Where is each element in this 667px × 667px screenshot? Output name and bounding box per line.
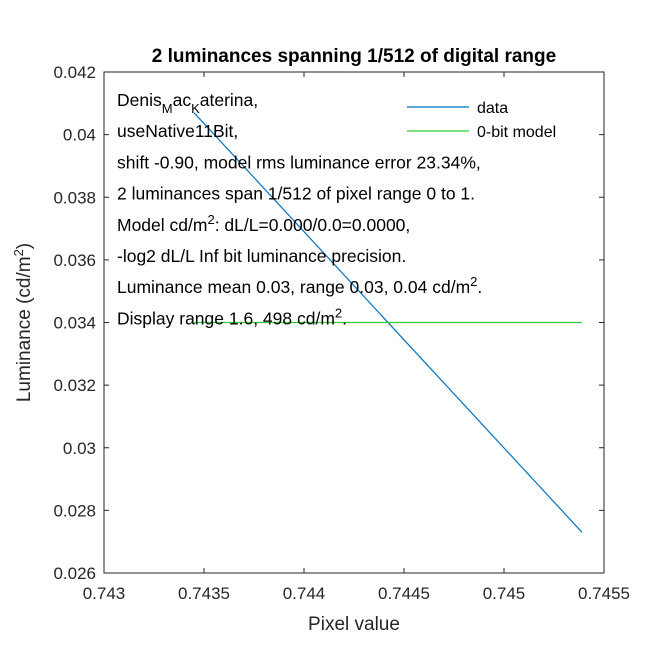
y-tick-label: 0.04 [63, 126, 96, 145]
annotation-segment: 2 [335, 305, 342, 320]
y-tick-label: 0.034 [53, 314, 96, 333]
annotation-segment: : dL/L=0.000/0.0=0.0000, [215, 215, 411, 235]
annotation-segment: 2 luminances span 1/512 of pixel range 0… [117, 184, 475, 204]
y-tick-label: 0.028 [53, 501, 96, 520]
legend-label-2: 0-bit model [477, 124, 556, 141]
annotation-line-3: shift -0.90, model rms luminance error 2… [117, 152, 481, 172]
y-tick-label: 0.042 [53, 63, 96, 82]
annotation-segment: M [162, 101, 173, 116]
legend-label-1: data [477, 100, 508, 117]
annotation-segment: . [477, 277, 482, 297]
y-axis-label-main: Luminance (cd/m [14, 256, 35, 402]
x-tick-label: 0.744 [283, 584, 326, 603]
y-axis-label: Luminance (cd/m2) [11, 243, 35, 402]
annotation-segment: ac [173, 90, 192, 110]
annotation-segment: aterina, [200, 90, 258, 110]
annotation-segment: shift -0.90, model rms luminance error 2… [117, 152, 481, 172]
x-tick-label: 0.7435 [178, 584, 230, 603]
annotation-line-7: Luminance mean 0.03, range 0.03, 0.04 cd… [117, 274, 482, 297]
annotation-segment: Denis [117, 90, 162, 110]
y-tick-label: 0.036 [53, 251, 96, 270]
annotation-segment: Display range 1.6, 498 cd/m [117, 308, 335, 328]
ticks: 0.743 0.7435 0.744 0.7445 0.745 0.7455 0.026 0.… [53, 63, 630, 603]
x-tick-label: 0.7445 [378, 584, 430, 603]
legend: data 0-bit model [407, 100, 556, 141]
annotation-line-5: Model cd/m2: dL/L=0.000/0.0=0.0000, [117, 212, 410, 235]
annotation-segment: Model cd/m [117, 215, 207, 235]
annotation-line-6: -log2 dL/L Inf bit luminance precision. [117, 246, 406, 266]
annotation-line-8: Display range 1.6, 498 cd/m2. [117, 305, 347, 328]
y-axis-label-close: ) [14, 243, 35, 249]
chart-title: 2 luminances spanning 1/512 of digital r… [152, 46, 556, 67]
annotation-segment: Luminance mean 0.03, range 0.03, 0.04 cd… [117, 277, 470, 297]
y-tick-label: 0.026 [53, 564, 96, 583]
annotation-line-1: DenisMacKaterina, [117, 90, 258, 116]
x-tick-label: 0.745 [483, 584, 526, 603]
y-tick-label: 0.032 [53, 376, 96, 395]
series-layer [193, 112, 583, 533]
annotation-segment: 2 [207, 212, 214, 227]
annotation-segment: -log2 dL/L Inf bit luminance precision. [117, 246, 406, 266]
annotation-line-4: 2 luminances span 1/512 of pixel range 0… [117, 184, 475, 204]
x-tick-label: 0.7455 [578, 584, 630, 603]
annotation-segment: 2 [470, 274, 477, 289]
y-axis-label-sup: 2 [11, 249, 26, 256]
annotation-block: DenisMacKaterina, useNative11Bit, shift -0… [117, 90, 482, 328]
annotation-line-2: useNative11Bit, [117, 121, 238, 141]
x-axis-label: Pixel value [308, 614, 400, 635]
x-tick-label: 0.743 [83, 584, 126, 603]
annotation-segment: . [342, 308, 347, 328]
annotation-segment: K [191, 101, 200, 116]
y-tick-label: 0.03 [63, 439, 96, 458]
y-tick-label: 0.038 [53, 188, 96, 207]
annotation-segment: useNative11Bit, [117, 121, 238, 141]
